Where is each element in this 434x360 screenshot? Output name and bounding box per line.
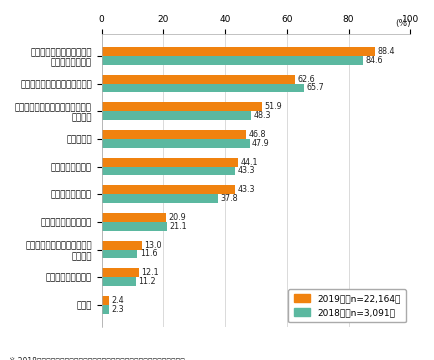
Text: 46.8: 46.8 <box>249 130 266 139</box>
Bar <box>102 222 167 231</box>
Bar <box>102 111 251 120</box>
Text: 2.4: 2.4 <box>112 296 124 305</box>
Text: 84.6: 84.6 <box>365 56 383 65</box>
Text: (%): (%) <box>395 19 411 28</box>
Bar <box>102 139 250 148</box>
Bar <box>102 47 375 56</box>
Text: 37.8: 37.8 <box>221 194 238 203</box>
Bar <box>102 75 295 84</box>
Text: 43.3: 43.3 <box>238 166 255 175</box>
Bar <box>102 130 246 139</box>
Bar <box>102 277 136 286</box>
Bar <box>102 305 108 314</box>
Text: 47.9: 47.9 <box>252 139 270 148</box>
Bar <box>102 249 138 258</box>
Text: 11.6: 11.6 <box>140 249 158 258</box>
Bar <box>102 296 109 305</box>
Text: 20.9: 20.9 <box>168 213 186 222</box>
Bar <box>102 158 238 167</box>
Bar <box>102 84 305 93</box>
Bar <box>102 194 218 203</box>
Bar <box>102 240 142 249</box>
Bar <box>102 213 166 222</box>
Text: 11.2: 11.2 <box>138 277 156 286</box>
Text: 43.3: 43.3 <box>238 185 255 194</box>
Text: 13.0: 13.0 <box>144 240 162 249</box>
Bar <box>102 268 139 277</box>
Text: ※ 2018年は詳細版調査票のみでの調査項目のため、母数に隔たりがあることに: ※ 2018年は詳細版調査票のみでの調査項目のため、母数に隔たりがあることに <box>9 356 184 360</box>
Bar <box>102 102 262 111</box>
Bar <box>102 56 363 65</box>
Text: 62.6: 62.6 <box>297 75 315 84</box>
Text: 48.3: 48.3 <box>253 111 271 120</box>
Text: 44.1: 44.1 <box>240 158 258 167</box>
Bar <box>102 167 235 175</box>
Text: 12.1: 12.1 <box>141 268 159 277</box>
Text: 88.4: 88.4 <box>377 47 395 56</box>
Text: 21.1: 21.1 <box>169 222 187 231</box>
Text: 2.3: 2.3 <box>111 305 124 314</box>
Text: 65.7: 65.7 <box>307 84 325 93</box>
Legend: 2019年（n=22,164）, 2018年（n=3,091）: 2019年（n=22,164）, 2018年（n=3,091） <box>288 289 406 323</box>
Bar <box>102 185 235 194</box>
Text: 51.9: 51.9 <box>264 102 282 111</box>
